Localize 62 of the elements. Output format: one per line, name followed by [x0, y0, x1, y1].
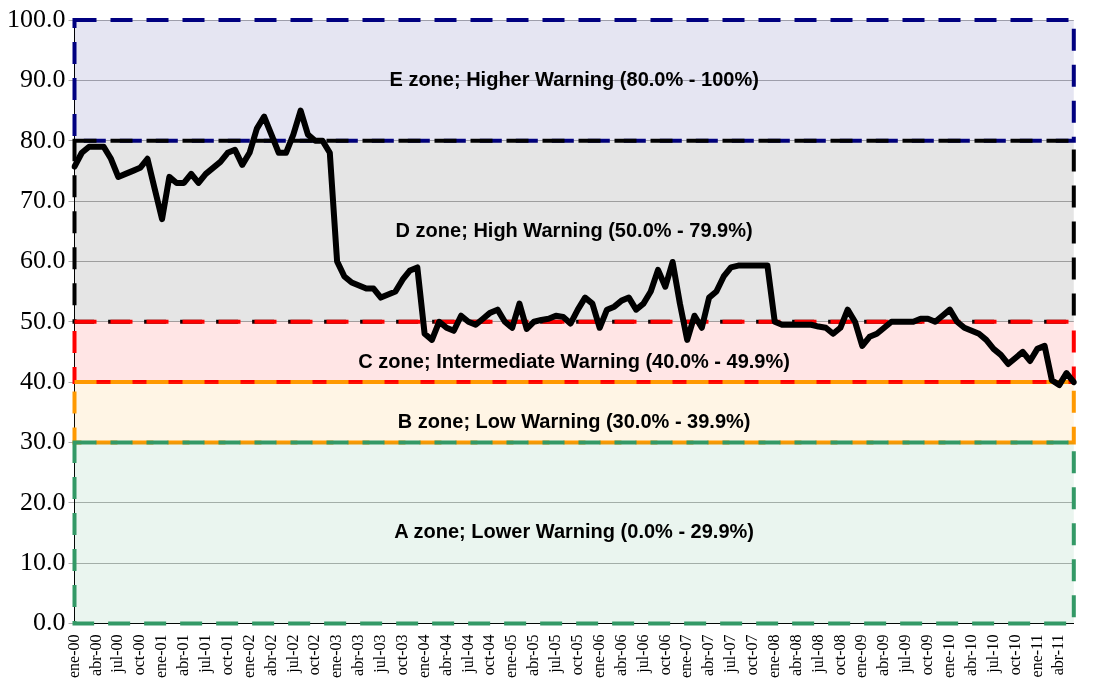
- band-label: A zone; Lower Warning (0.0% - 29.9%): [394, 520, 754, 543]
- x-tick-label: oct-08: [830, 634, 848, 676]
- x-tick-label: oct-03: [392, 634, 410, 676]
- y-tick-label: 40.0: [20, 365, 66, 395]
- x-tick-label: ene-01: [152, 634, 170, 678]
- x-tick-label: jul-01: [196, 634, 214, 674]
- x-tick-label: ene-09: [852, 634, 870, 678]
- x-tick-label: oct-07: [743, 634, 761, 676]
- y-tick-label: 90.0: [20, 64, 66, 94]
- y-tick-label: 100.0: [7, 3, 66, 33]
- x-tick-label: jul-08: [808, 634, 827, 674]
- x-tick-label: oct-09: [918, 634, 936, 676]
- x-tick-label: jul-05: [546, 634, 565, 674]
- x-tick-label: ene-11: [1027, 634, 1045, 678]
- x-tick-label: abr-11: [1049, 634, 1067, 676]
- x-tick-label: ene-07: [677, 634, 695, 678]
- x-tick-label: abr-10: [961, 634, 979, 676]
- x-tick-label: ene-04: [414, 634, 432, 678]
- y-tick-label: 60.0: [20, 245, 66, 275]
- x-tick-label: ene-02: [239, 634, 257, 678]
- x-tick-label: abr-03: [349, 634, 367, 676]
- x-tick-label: abr-07: [699, 634, 717, 676]
- band-label: C zone; Intermediate Warning (40.0% - 49.9%): [358, 349, 790, 372]
- x-tick-label: oct-06: [655, 634, 673, 676]
- x-tick-label: abr-01: [174, 634, 192, 676]
- x-tick-label: jul-09: [896, 634, 915, 674]
- x-tick-label: ene-05: [502, 634, 520, 678]
- x-tick-label: oct-02: [305, 634, 323, 676]
- y-tick-label: 70.0: [20, 184, 66, 214]
- x-tick-label: jul-04: [458, 634, 477, 674]
- x-tick-label: jul-06: [633, 634, 652, 674]
- x-tick-label: oct-01: [217, 634, 235, 676]
- x-tick-label: jul-00: [108, 634, 127, 674]
- x-tick-label: ene-08: [764, 634, 782, 678]
- x-tick-label: jul-07: [721, 634, 740, 674]
- x-tick-label: oct-10: [1005, 634, 1023, 676]
- x-tick-label: oct-05: [568, 634, 585, 676]
- x-tick-label: jul-03: [371, 634, 390, 674]
- x-tick-label: abr-08: [786, 634, 804, 676]
- x-tick-label: abr-04: [436, 634, 454, 676]
- x-tick-label: oct-04: [480, 634, 498, 676]
- y-tick-label: 50.0: [20, 305, 66, 335]
- y-tick-label: 0.0: [33, 607, 66, 637]
- x-tick-label: ene-03: [327, 634, 345, 678]
- y-tick-label: 10.0: [20, 546, 66, 576]
- band-label: D zone; High Warning (50.0% - 79.9%): [395, 218, 753, 241]
- x-tick-label: jul-10: [983, 634, 1002, 674]
- x-tick-label: ene-06: [589, 634, 607, 678]
- x-tick-label: abr-06: [611, 634, 629, 676]
- band-label: B zone; Low Warning (30.0% - 39.9%): [397, 410, 751, 433]
- x-tick-label: abr-00: [86, 634, 104, 676]
- y-tick-label: 30.0: [20, 426, 66, 456]
- y-tick-label: 80.0: [20, 124, 66, 154]
- y-tick-label: 20.0: [20, 486, 66, 516]
- x-tick-label: ene-10: [940, 634, 957, 678]
- x-tick-label: abr-09: [874, 634, 892, 676]
- x-tick-label: abr-05: [524, 634, 542, 676]
- x-tick-label: abr-02: [261, 634, 279, 676]
- x-tick-label: jul-02: [283, 634, 302, 674]
- x-tick-label: oct-00: [130, 634, 148, 676]
- band-label: E zone; Higher Warning (80.0% - 100%): [389, 67, 759, 90]
- x-tick-label: ene-00: [64, 634, 82, 678]
